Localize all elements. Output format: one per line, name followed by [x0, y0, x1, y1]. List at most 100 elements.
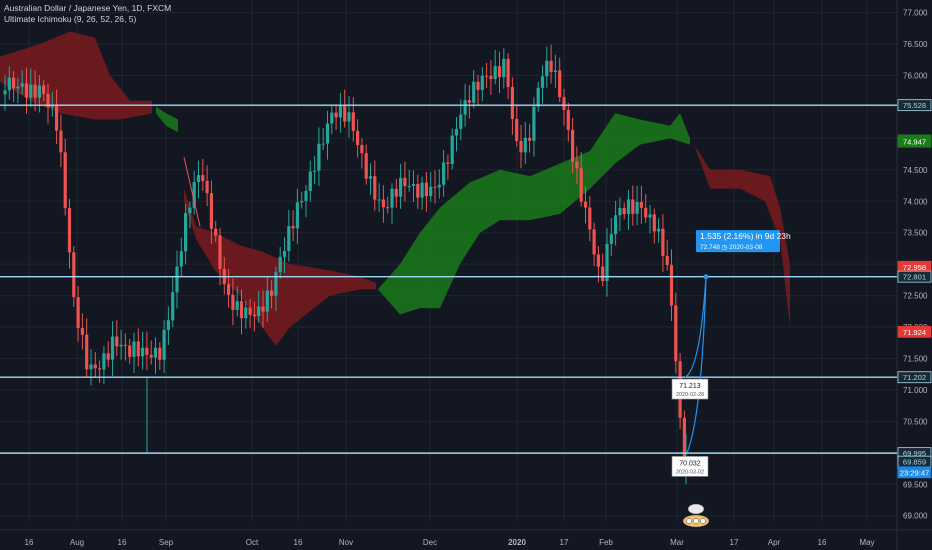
- candle-body[interactable]: [368, 176, 373, 179]
- candle-body[interactable]: [429, 186, 433, 197]
- candle-body[interactable]: [153, 347, 158, 358]
- candle-body[interactable]: [145, 347, 149, 355]
- candle-body[interactable]: [338, 104, 342, 118]
- candle-body[interactable]: [166, 320, 170, 330]
- candle-body[interactable]: [136, 341, 140, 357]
- candle-body[interactable]: [510, 86, 514, 119]
- candle-body[interactable]: [334, 112, 338, 118]
- candle-body[interactable]: [196, 175, 201, 183]
- candle-body[interactable]: [265, 290, 269, 312]
- indicator-title[interactable]: Ultimate Ichimoku (9, 26, 52, 26, 5): [4, 14, 137, 24]
- candle-body[interactable]: [502, 58, 506, 78]
- candle-body[interactable]: [321, 143, 325, 145]
- candle-body[interactable]: [635, 202, 639, 214]
- candle-body[interactable]: [106, 353, 110, 360]
- candle-body[interactable]: [609, 234, 613, 244]
- candle-body[interactable]: [132, 341, 136, 357]
- candle-body[interactable]: [201, 175, 205, 181]
- candle-body[interactable]: [158, 347, 162, 360]
- candle-body[interactable]: [20, 83, 24, 87]
- candle-body[interactable]: [450, 135, 454, 164]
- candle-body[interactable]: [480, 75, 484, 90]
- candle-body[interactable]: [493, 66, 497, 80]
- candle-body[interactable]: [16, 86, 20, 89]
- candle-body[interactable]: [141, 347, 145, 357]
- candle-body[interactable]: [356, 130, 360, 146]
- candle-body[interactable]: [373, 176, 377, 200]
- candle-body[interactable]: [467, 100, 471, 103]
- candle-body[interactable]: [454, 128, 459, 136]
- candle-body[interactable]: [394, 188, 398, 197]
- candle-body[interactable]: [244, 307, 248, 319]
- candle-body[interactable]: [665, 255, 669, 265]
- candle-body[interactable]: [98, 368, 102, 370]
- candle-body[interactable]: [442, 162, 446, 185]
- candle-body[interactable]: [433, 186, 437, 188]
- candle-body[interactable]: [532, 106, 536, 141]
- candle-body[interactable]: [558, 70, 562, 98]
- candle-body[interactable]: [657, 228, 661, 232]
- candle-body[interactable]: [295, 202, 299, 229]
- candle-body[interactable]: [308, 171, 312, 191]
- candle-body[interactable]: [674, 305, 678, 362]
- candle-body[interactable]: [549, 60, 553, 72]
- candle-body[interactable]: [571, 129, 575, 162]
- candle-body[interactable]: [523, 137, 527, 153]
- candle-body[interactable]: [446, 162, 450, 164]
- candle-body[interactable]: [579, 168, 583, 202]
- candle-body[interactable]: [351, 112, 355, 131]
- candle-body[interactable]: [343, 104, 347, 122]
- candle-body[interactable]: [682, 417, 686, 459]
- candle-body[interactable]: [291, 226, 295, 229]
- candle-body[interactable]: [192, 182, 196, 208]
- candle-body[interactable]: [519, 141, 523, 153]
- candle-body[interactable]: [55, 105, 59, 131]
- candle-body[interactable]: [149, 354, 153, 358]
- candle-body[interactable]: [553, 70, 557, 72]
- candle-body[interactable]: [515, 118, 519, 142]
- candle-body[interactable]: [188, 207, 192, 214]
- candle-body[interactable]: [270, 290, 274, 296]
- candle-body[interactable]: [386, 207, 390, 209]
- candle-body[interactable]: [605, 243, 609, 282]
- candle-body[interactable]: [596, 254, 600, 267]
- candle-body[interactable]: [85, 334, 89, 370]
- candle-body[interactable]: [506, 58, 510, 87]
- candle-body[interactable]: [399, 177, 403, 197]
- candle-body[interactable]: [631, 199, 635, 214]
- candle-body[interactable]: [209, 193, 213, 229]
- candle-body[interactable]: [12, 77, 16, 89]
- candle-body[interactable]: [497, 66, 502, 78]
- candle-body[interactable]: [304, 190, 308, 201]
- candle-body[interactable]: [588, 207, 592, 230]
- candle-body[interactable]: [184, 213, 188, 252]
- candle-body[interactable]: [46, 93, 50, 108]
- candle-body[interactable]: [583, 201, 588, 208]
- candle-body[interactable]: [317, 143, 321, 171]
- candle-body[interactable]: [420, 182, 424, 198]
- candle-body[interactable]: [110, 336, 115, 360]
- forecast-note[interactable]: [671, 456, 709, 477]
- candle-body[interactable]: [669, 264, 674, 306]
- candle-body[interactable]: [93, 364, 97, 369]
- candle-body[interactable]: [76, 297, 80, 329]
- forecast-note[interactable]: [671, 378, 709, 400]
- candle-body[interactable]: [50, 105, 54, 108]
- candle-body[interactable]: [652, 214, 656, 232]
- candle-body[interactable]: [381, 199, 385, 208]
- candle-body[interactable]: [282, 250, 287, 257]
- candle-body[interactable]: [257, 306, 261, 317]
- candle-body[interactable]: [29, 84, 33, 98]
- candle-body[interactable]: [214, 228, 218, 236]
- candle-body[interactable]: [102, 353, 106, 370]
- candle-body[interactable]: [248, 307, 252, 315]
- candle-body[interactable]: [347, 112, 351, 122]
- candle-body[interactable]: [485, 75, 489, 77]
- candle-body[interactable]: [72, 252, 76, 298]
- candle-body[interactable]: [472, 81, 476, 103]
- candle-body[interactable]: [540, 76, 545, 88]
- candle-body[interactable]: [3, 90, 7, 95]
- candle-body[interactable]: [545, 60, 549, 77]
